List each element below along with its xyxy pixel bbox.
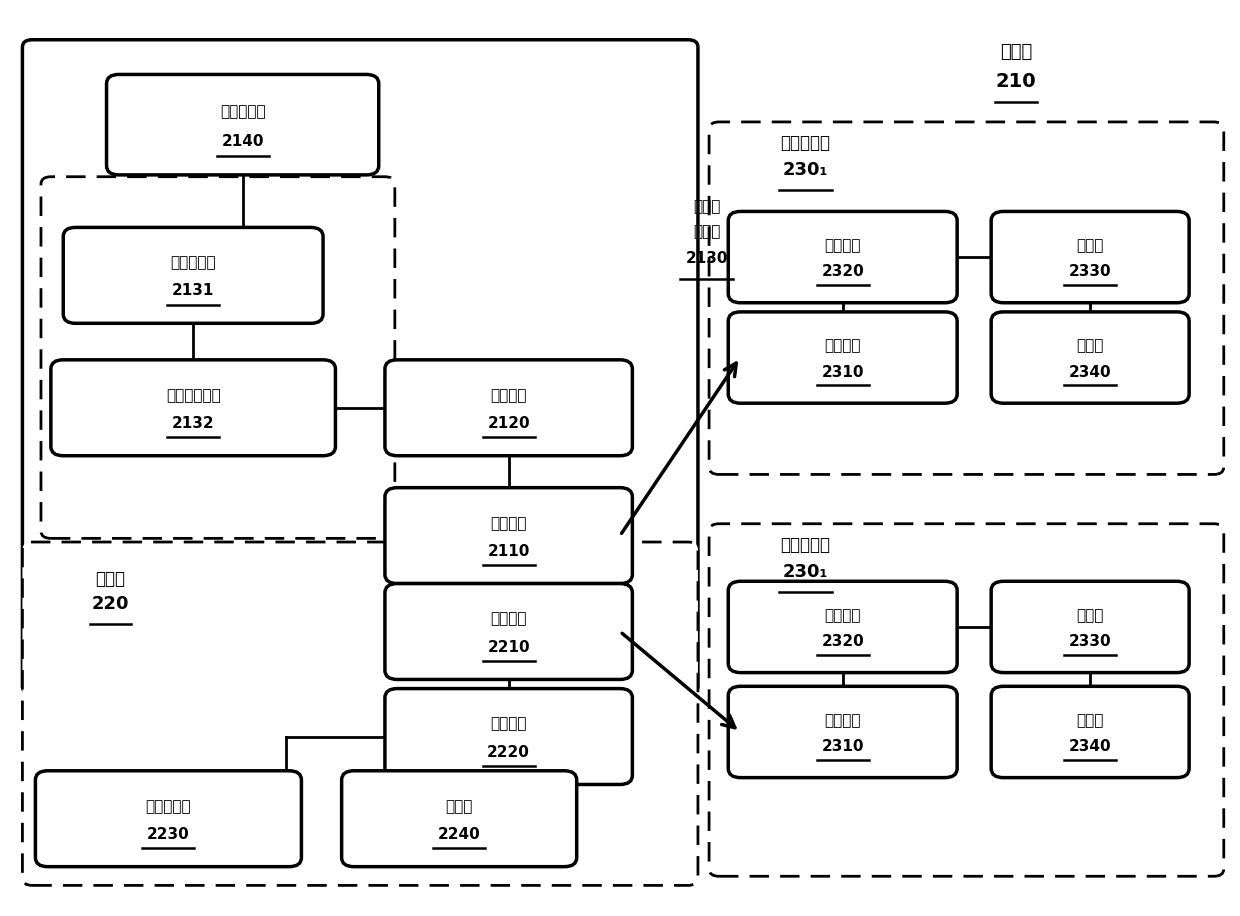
- Text: 2320: 2320: [821, 264, 864, 279]
- FancyBboxPatch shape: [41, 177, 394, 539]
- Text: 2110: 2110: [487, 544, 529, 559]
- Text: 2130: 2130: [686, 251, 728, 267]
- Text: 210: 210: [996, 72, 1037, 92]
- FancyBboxPatch shape: [991, 311, 1189, 403]
- Text: 客户端: 客户端: [693, 200, 720, 214]
- Text: 2240: 2240: [438, 827, 481, 842]
- FancyBboxPatch shape: [384, 583, 632, 680]
- Text: 主控端: 主控端: [95, 570, 125, 587]
- Text: 处理器: 处理器: [1076, 607, 1104, 623]
- Text: 调度器: 调度器: [445, 799, 472, 813]
- Text: 2320: 2320: [821, 634, 864, 649]
- Text: 2120: 2120: [487, 416, 529, 431]
- Text: 2131: 2131: [172, 283, 215, 299]
- Text: 数据集接口: 数据集接口: [219, 104, 265, 119]
- FancyBboxPatch shape: [728, 311, 957, 403]
- FancyBboxPatch shape: [991, 582, 1189, 672]
- FancyBboxPatch shape: [51, 360, 336, 456]
- FancyBboxPatch shape: [728, 212, 957, 303]
- Text: 通信模块: 通信模块: [825, 713, 861, 728]
- FancyBboxPatch shape: [991, 212, 1189, 303]
- Text: 通信模块: 通信模块: [490, 612, 527, 627]
- Text: 2340: 2340: [1069, 365, 1111, 379]
- Text: 数据集监控器: 数据集监控器: [166, 387, 221, 403]
- FancyBboxPatch shape: [384, 360, 632, 456]
- FancyBboxPatch shape: [36, 770, 301, 867]
- FancyBboxPatch shape: [728, 582, 957, 672]
- Text: 缓存器: 缓存器: [1076, 713, 1104, 728]
- Text: 协议模块: 协议模块: [490, 387, 527, 403]
- FancyBboxPatch shape: [107, 74, 378, 175]
- Text: 协议模块: 协议模块: [490, 716, 527, 732]
- Text: 协议模块: 协议模块: [825, 607, 861, 623]
- Text: 2330: 2330: [1069, 264, 1111, 279]
- Text: 开发库: 开发库: [693, 224, 720, 239]
- Text: 2310: 2310: [821, 739, 864, 754]
- Text: 220: 220: [92, 595, 129, 613]
- FancyBboxPatch shape: [342, 770, 577, 867]
- FancyBboxPatch shape: [709, 524, 1224, 877]
- Text: 缓存跟踪器: 缓存跟踪器: [145, 799, 191, 813]
- Text: 缓存器: 缓存器: [1076, 338, 1104, 354]
- Text: 通信模块: 通信模块: [490, 516, 527, 530]
- Text: 协议模块: 协议模块: [825, 238, 861, 253]
- Text: 2230: 2230: [148, 827, 190, 842]
- Text: 客户端: 客户端: [999, 43, 1032, 60]
- FancyBboxPatch shape: [22, 39, 698, 693]
- FancyBboxPatch shape: [728, 686, 957, 778]
- Text: 230₁: 230₁: [782, 563, 828, 581]
- FancyBboxPatch shape: [991, 686, 1189, 778]
- FancyBboxPatch shape: [384, 487, 632, 583]
- FancyBboxPatch shape: [22, 542, 698, 886]
- Text: 2330: 2330: [1069, 634, 1111, 649]
- Text: 数据集模块: 数据集模块: [170, 256, 216, 270]
- Text: 2210: 2210: [487, 639, 529, 655]
- Text: 2340: 2340: [1069, 739, 1111, 754]
- FancyBboxPatch shape: [709, 122, 1224, 474]
- Text: 处理器: 处理器: [1076, 238, 1104, 253]
- Text: 2140: 2140: [222, 134, 264, 148]
- Text: 2310: 2310: [821, 365, 864, 379]
- Text: 2220: 2220: [487, 745, 529, 759]
- Text: 2132: 2132: [172, 416, 215, 431]
- FancyBboxPatch shape: [63, 227, 324, 323]
- Text: 缓存服务器: 缓存服务器: [781, 536, 831, 554]
- Text: 通信模块: 通信模块: [825, 338, 861, 354]
- Text: 230₁: 230₁: [782, 161, 828, 180]
- FancyBboxPatch shape: [384, 689, 632, 784]
- Text: 缓存服务器: 缓存服务器: [781, 134, 831, 152]
